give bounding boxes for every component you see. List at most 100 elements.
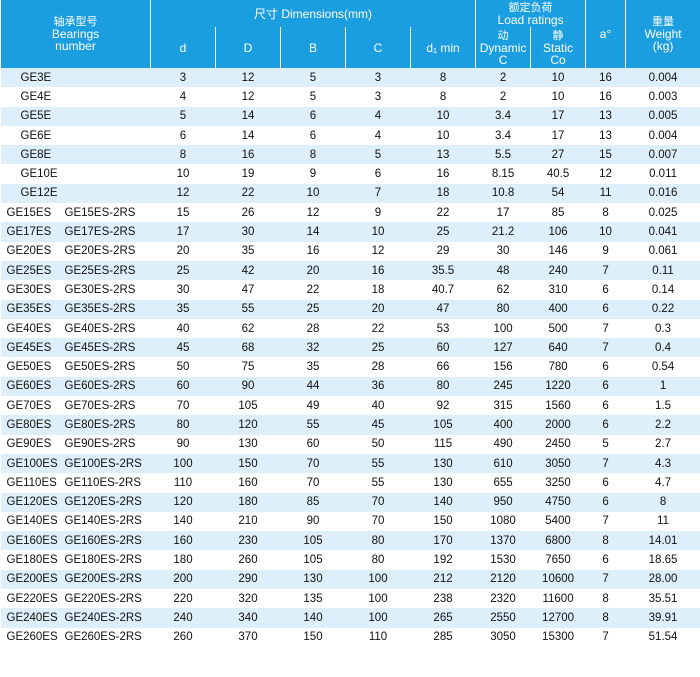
cell: 2000	[530, 415, 586, 435]
cell: 146	[548, 245, 568, 258]
cell: 6	[602, 399, 609, 412]
cell: 640	[530, 338, 586, 358]
cell: 7	[602, 322, 609, 335]
cell: 70	[345, 492, 411, 512]
cell: 1080	[490, 515, 516, 528]
cell: 40.5	[546, 168, 570, 181]
bearing-name: GE35ES-2RS	[62, 299, 151, 319]
cell: 8	[439, 90, 447, 103]
cell: 120	[215, 415, 281, 435]
header-text: Weight	[644, 27, 682, 41]
cell: 12	[241, 90, 255, 103]
cell: 17	[551, 129, 565, 142]
cell: 11600	[542, 592, 574, 605]
table-row: GE140ES GE140ES-2RS 140 210 90 70 150 1080 5400 7…	[1, 512, 700, 531]
bearing-name: GE70ES	[6, 399, 52, 412]
cell: 8	[625, 492, 700, 512]
cell: 8	[602, 206, 609, 219]
bearing-name: GE140ES	[6, 515, 58, 528]
cell: 80	[345, 531, 411, 551]
bearing-name: GE4E	[20, 90, 52, 103]
cell: 260	[238, 554, 258, 567]
cell: 780	[548, 361, 568, 374]
column-header: d	[150, 27, 216, 68]
cell: 120	[150, 492, 216, 512]
cell: 25	[280, 299, 346, 319]
cell: 15	[176, 206, 190, 219]
cell: 340	[215, 608, 281, 628]
table-row: GE160ES GE160ES-2RS 160 230 105 80 170 1370 6800…	[0, 531, 700, 551]
cell: 90	[306, 515, 320, 528]
cell: 1.5	[655, 399, 672, 412]
cell: 54	[530, 183, 586, 204]
cell: 92	[436, 399, 450, 412]
cell: 370	[238, 631, 258, 644]
cell: 4	[374, 129, 382, 142]
cell: 160	[150, 531, 216, 551]
header-text: 静	[552, 29, 564, 42]
cell: 110	[368, 631, 388, 644]
cell: 130	[280, 569, 346, 590]
header-text: 动	[497, 29, 509, 42]
table-row: GE60ES GE60ES-2RS 60 90 44 36 80 245 1220 6 1	[0, 376, 700, 397]
cell: 0.004	[648, 129, 678, 142]
cell: 60	[410, 338, 476, 358]
cell: 13	[410, 145, 476, 165]
bearing-table: 轴承型号 Bearings number 尺寸 Dimensions(mm) 额定负…	[0, 0, 700, 644]
bearing-name: GE25ES	[0, 260, 63, 281]
cell: 25	[345, 338, 411, 358]
cell: 28.00	[625, 569, 700, 590]
cell: 192	[433, 554, 453, 567]
table-row: GE120ES GE120ES-2RS 120 180 85 70 140 950 4750 6 8	[0, 492, 700, 512]
header-text: C	[373, 40, 383, 55]
cell: 8	[585, 608, 626, 628]
cell: 180	[215, 492, 281, 512]
table-row: GE8E 8 16 8 5 13 5.5 27 15 0.007	[0, 145, 700, 165]
bearing-name: GE160ES	[0, 531, 63, 551]
cell: 22	[436, 206, 450, 219]
cell: 6	[585, 415, 626, 435]
cell: 7	[345, 183, 411, 204]
header-text: 尺寸 Dimensions(mm)	[254, 6, 373, 21]
cell: 1560	[545, 399, 571, 412]
header-text: d	[179, 40, 187, 55]
cell: 0.016	[625, 183, 700, 204]
cell: 6	[585, 376, 626, 397]
cell: 0.22	[625, 299, 700, 319]
weight-header: 重量 Weight (kg)	[625, 0, 700, 68]
cell: 48	[475, 260, 531, 281]
column-header: B	[280, 27, 346, 68]
cell: 12	[150, 183, 216, 204]
cell: 105	[410, 415, 476, 435]
cell: 240	[150, 608, 216, 628]
header-row: d D B C d₁ min 动 Dynamic C 静 Static Co	[1, 27, 700, 68]
cell: 44	[280, 376, 346, 397]
cell: 140	[173, 515, 193, 528]
cell: 35	[241, 245, 255, 258]
bearing-name: GE30ES	[6, 283, 52, 296]
table-row: GE3E 3 12 5 3 8 2 10 16 0.004	[0, 68, 700, 88]
cell: 68	[215, 338, 281, 358]
cell: 5	[150, 106, 216, 126]
bearing-name: GE20ES	[6, 245, 52, 258]
table-row: GE15ES GE15ES-2RS 15 26 12 9 22 17 85 8 0.025	[1, 203, 700, 222]
bearing-name: GE60ES-2RS	[62, 376, 151, 397]
cell: 51.54	[648, 631, 678, 644]
cell: 0.11	[625, 260, 700, 281]
cell: 10	[585, 222, 626, 242]
cell: 160	[238, 476, 258, 489]
cell: 8	[150, 145, 216, 165]
cell: 8	[410, 68, 476, 88]
cell: 285	[433, 631, 453, 644]
bearing-name: GE5E	[0, 106, 151, 126]
cell: 55	[280, 415, 346, 435]
cell: 66	[436, 361, 450, 374]
cell: 16	[599, 90, 612, 103]
cell: 10	[280, 183, 346, 204]
cell: 315	[493, 399, 513, 412]
cell: 80	[410, 376, 476, 397]
cell: 6	[602, 476, 609, 489]
cell: 2550	[475, 608, 531, 628]
cell: 5	[309, 90, 317, 103]
cell: 130	[433, 476, 453, 489]
